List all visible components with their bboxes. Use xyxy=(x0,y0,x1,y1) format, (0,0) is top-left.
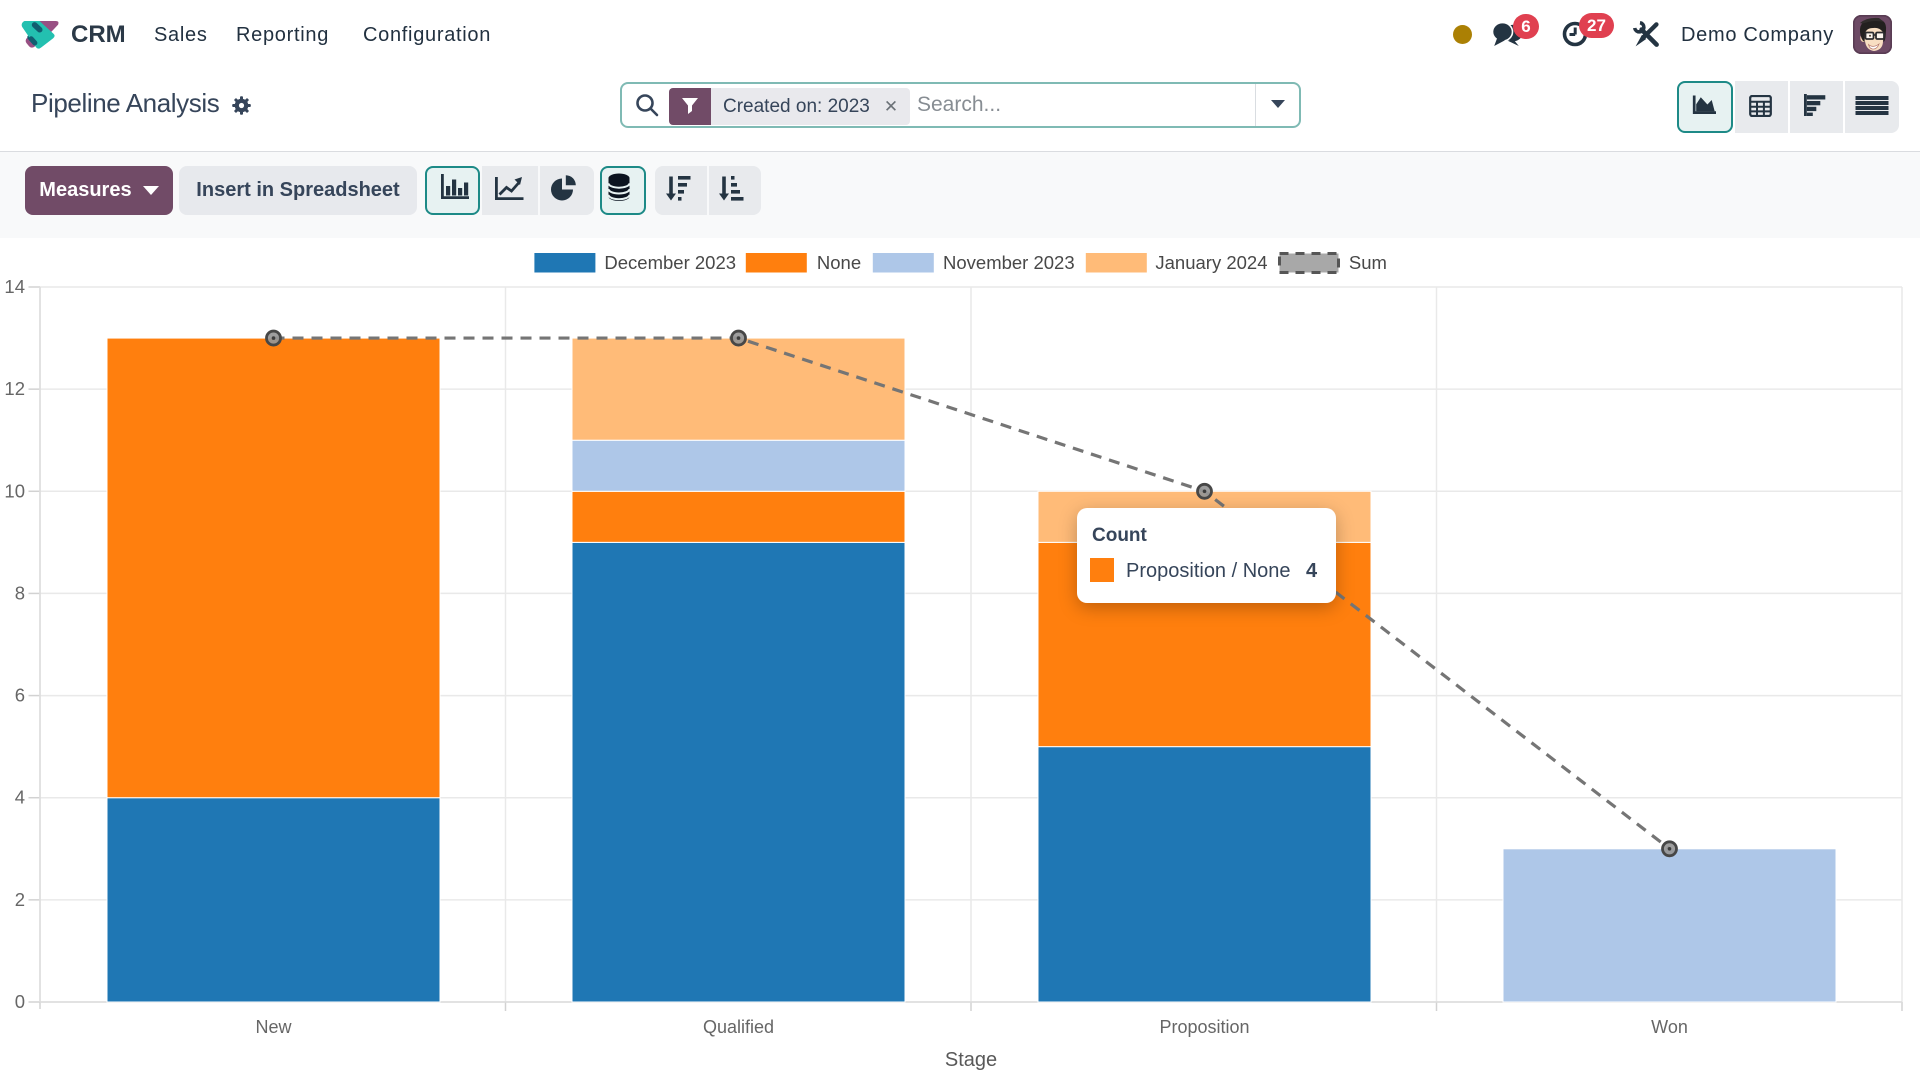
svg-text:0: 0 xyxy=(15,991,25,1012)
svg-text:None: None xyxy=(817,252,861,273)
svg-text:New: New xyxy=(255,1017,292,1037)
svg-text:November 2023: November 2023 xyxy=(943,252,1075,273)
svg-text:Won: Won xyxy=(1651,1017,1688,1037)
svg-text:4: 4 xyxy=(15,787,25,808)
svg-text:Sum: Sum xyxy=(1349,252,1387,273)
svg-text:6: 6 xyxy=(15,685,25,706)
svg-text:14: 14 xyxy=(4,276,25,297)
svg-text:Qualified: Qualified xyxy=(703,1017,774,1037)
svg-text:12: 12 xyxy=(4,378,25,399)
svg-text:Stage: Stage xyxy=(945,1049,997,1071)
svg-text:December 2023: December 2023 xyxy=(604,252,736,273)
svg-text:8: 8 xyxy=(15,582,25,603)
svg-text:10: 10 xyxy=(4,480,25,501)
svg-text:2: 2 xyxy=(15,889,25,910)
svg-text:Proposition: Proposition xyxy=(1159,1017,1249,1037)
svg-text:January 2024: January 2024 xyxy=(1155,252,1267,273)
